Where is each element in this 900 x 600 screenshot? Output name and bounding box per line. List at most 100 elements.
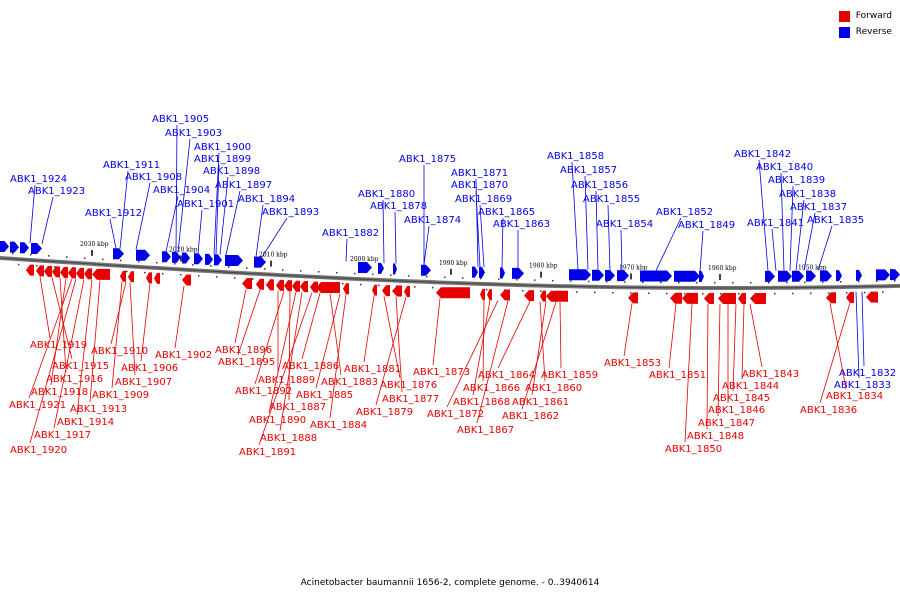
- reverse-gene-label[interactable]: ABK1_1898: [203, 166, 260, 177]
- reverse-gene-label[interactable]: ABK1_1858: [547, 151, 604, 162]
- forward-gene-label[interactable]: ABK1_1853: [604, 358, 661, 369]
- forward-gene-label[interactable]: ABK1_1915: [52, 361, 109, 372]
- reverse-gene-label[interactable]: ABK1_1912: [85, 208, 142, 219]
- forward-gene-label[interactable]: ABK1_1920: [10, 445, 67, 456]
- forward-gene-arrow[interactable]: [382, 285, 390, 297]
- forward-gene-label[interactable]: ABK1_1885: [296, 390, 353, 401]
- reverse-gene-label[interactable]: ABK1_1857: [560, 165, 617, 176]
- forward-gene-arrow[interactable]: [68, 267, 76, 279]
- forward-gene-arrow[interactable]: [866, 291, 878, 303]
- forward-gene-arrow[interactable]: [487, 289, 492, 301]
- forward-gene-label[interactable]: ABK1_1876: [380, 380, 437, 391]
- reverse-gene-arrow[interactable]: [393, 263, 397, 275]
- forward-gene-arrow[interactable]: [84, 268, 92, 280]
- forward-gene-arrow[interactable]: [92, 268, 110, 280]
- forward-gene-label[interactable]: ABK1_1843: [742, 369, 799, 380]
- reverse-gene-label[interactable]: ABK1_1908: [125, 172, 182, 183]
- forward-gene-arrow[interactable]: [480, 288, 485, 300]
- forward-gene-label[interactable]: ABK1_1850: [665, 444, 722, 455]
- reverse-gene-arrow[interactable]: [592, 269, 604, 281]
- reverse-gene-arrow[interactable]: [378, 262, 384, 274]
- reverse-gene-arrow[interactable]: [792, 270, 804, 282]
- reverse-gene-label[interactable]: ABK1_1880: [358, 189, 415, 200]
- reverse-gene-label[interactable]: ABK1_1882: [322, 228, 379, 239]
- forward-gene-label[interactable]: ABK1_1909: [92, 390, 149, 401]
- forward-gene-label[interactable]: ABK1_1918: [31, 387, 88, 398]
- forward-gene-label[interactable]: ABK1_1877: [382, 394, 439, 405]
- reverse-gene-label[interactable]: ABK1_1924: [10, 174, 67, 185]
- forward-gene-label[interactable]: ABK1_1921: [9, 400, 66, 411]
- reverse-gene-arrow[interactable]: [569, 269, 591, 281]
- forward-gene-arrow[interactable]: [404, 286, 410, 298]
- reverse-gene-label[interactable]: ABK1_1875: [399, 154, 456, 165]
- reverse-gene-arrow[interactable]: [890, 269, 900, 281]
- forward-gene-label[interactable]: ABK1_1844: [722, 381, 779, 392]
- forward-gene-arrow[interactable]: [284, 280, 292, 292]
- forward-gene-label[interactable]: ABK1_1868: [453, 397, 510, 408]
- forward-gene-label[interactable]: ABK1_1845: [713, 393, 770, 404]
- forward-gene-arrow[interactable]: [316, 281, 340, 293]
- reverse-gene-label[interactable]: ABK1_1894: [238, 194, 295, 205]
- forward-gene-arrow[interactable]: [436, 287, 470, 299]
- forward-gene-arrow[interactable]: [628, 292, 638, 304]
- reverse-gene-arrow[interactable]: [214, 254, 222, 266]
- reverse-gene-arrow[interactable]: [472, 266, 478, 278]
- reverse-gene-arrow[interactable]: [225, 255, 243, 267]
- forward-gene-label[interactable]: ABK1_1907: [115, 377, 172, 388]
- reverse-gene-label[interactable]: ABK1_1863: [493, 219, 550, 230]
- reverse-gene-arrow[interactable]: [617, 270, 629, 282]
- reverse-gene-label[interactable]: ABK1_1874: [404, 215, 461, 226]
- reverse-gene-arrow[interactable]: [778, 270, 792, 282]
- reverse-gene-label[interactable]: ABK1_1893: [262, 207, 319, 218]
- forward-gene-label[interactable]: ABK1_1873: [413, 367, 470, 378]
- forward-gene-arrow[interactable]: [128, 271, 134, 283]
- reverse-gene-arrow[interactable]: [765, 270, 775, 282]
- reverse-gene-label[interactable]: ABK1_1841: [747, 218, 804, 229]
- forward-gene-arrow[interactable]: [372, 284, 377, 296]
- reverse-gene-label[interactable]: ABK1_1870: [451, 180, 508, 191]
- reverse-gene-label[interactable]: ABK1_1833: [834, 380, 891, 391]
- forward-gene-arrow[interactable]: [846, 291, 854, 303]
- reverse-gene-label[interactable]: ABK1_1911: [103, 160, 160, 171]
- reverse-gene-arrow[interactable]: [512, 267, 524, 279]
- forward-gene-arrow[interactable]: [718, 292, 736, 304]
- forward-gene-arrow[interactable]: [266, 279, 274, 291]
- forward-gene-arrow[interactable]: [60, 266, 68, 278]
- forward-gene-label[interactable]: ABK1_1862: [502, 411, 559, 422]
- forward-gene-label[interactable]: ABK1_1895: [218, 357, 275, 368]
- reverse-gene-label[interactable]: ABK1_1854: [596, 219, 653, 230]
- forward-gene-arrow[interactable]: [343, 283, 349, 295]
- reverse-gene-arrow[interactable]: [836, 270, 842, 282]
- forward-gene-arrow[interactable]: [826, 292, 836, 304]
- reverse-gene-arrow[interactable]: [640, 270, 672, 282]
- reverse-gene-arrow[interactable]: [806, 270, 816, 282]
- forward-gene-label[interactable]: ABK1_1887: [269, 402, 326, 413]
- reverse-gene-label[interactable]: ABK1_1905: [152, 114, 209, 125]
- reverse-gene-arrow[interactable]: [421, 264, 431, 276]
- forward-gene-label[interactable]: ABK1_1902: [155, 350, 212, 361]
- forward-gene-arrow[interactable]: [120, 270, 126, 282]
- forward-gene-arrow[interactable]: [750, 292, 766, 304]
- reverse-gene-arrow[interactable]: [20, 242, 29, 254]
- reverse-gene-label[interactable]: ABK1_1856: [571, 180, 628, 191]
- reverse-gene-arrow[interactable]: [172, 251, 181, 263]
- forward-gene-arrow[interactable]: [310, 281, 318, 293]
- forward-gene-arrow[interactable]: [300, 281, 308, 293]
- reverse-gene-label[interactable]: ABK1_1904: [153, 185, 210, 196]
- reverse-gene-arrow[interactable]: [876, 269, 890, 281]
- forward-gene-arrow[interactable]: [26, 264, 34, 276]
- reverse-gene-arrow[interactable]: [162, 251, 171, 263]
- forward-gene-label[interactable]: ABK1_1916: [46, 374, 103, 385]
- forward-gene-arrow[interactable]: [44, 265, 52, 277]
- reverse-gene-label[interactable]: ABK1_1869: [455, 194, 512, 205]
- reverse-gene-label[interactable]: ABK1_1865: [478, 207, 535, 218]
- reverse-gene-label[interactable]: ABK1_1903: [165, 128, 222, 139]
- forward-gene-label[interactable]: ABK1_1860: [525, 383, 582, 394]
- reverse-gene-arrow[interactable]: [605, 269, 615, 281]
- forward-gene-label[interactable]: ABK1_1891: [239, 447, 296, 458]
- reverse-gene-arrow[interactable]: [500, 267, 505, 279]
- reverse-gene-label[interactable]: ABK1_1897: [215, 180, 272, 191]
- forward-gene-label[interactable]: ABK1_1848: [687, 431, 744, 442]
- forward-gene-label[interactable]: ABK1_1883: [321, 377, 378, 388]
- forward-gene-arrow[interactable]: [52, 266, 60, 278]
